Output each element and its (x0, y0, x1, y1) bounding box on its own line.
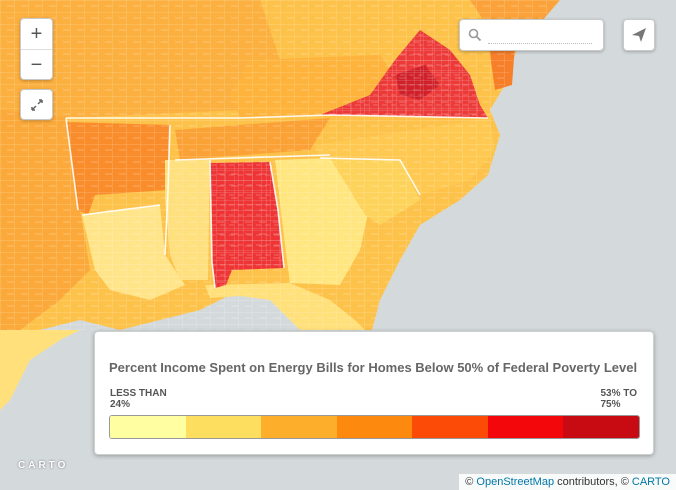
fullscreen-icon (30, 98, 43, 111)
legend-swatch (412, 416, 488, 438)
legend-color-ramp (109, 415, 640, 439)
legend-high-label: 53% TO 75% (601, 388, 638, 410)
search-input[interactable] (488, 26, 592, 44)
county-texture-fine (210, 30, 488, 288)
share-icon (632, 28, 646, 42)
legend-low-line2: 24% (110, 399, 131, 410)
legend-title: Percent Income Spent on Energy Bills for… (109, 360, 638, 375)
legend-high-line1: 53% TO (600, 388, 638, 399)
legend-low-line1: LESS THAN (110, 388, 167, 399)
legend-swatch (487, 416, 564, 438)
land-south (0, 330, 80, 410)
legend-swatch (110, 416, 186, 438)
share-button[interactable] (623, 19, 655, 51)
map-legend: Percent Income Spent on Energy Bills for… (94, 331, 654, 455)
zoom-out-button[interactable]: − (21, 49, 52, 80)
legend-high-line2: 75% (600, 399, 621, 410)
zoom-in-button[interactable]: + (30, 23, 43, 45)
osm-link[interactable]: OpenStreetMap (476, 476, 555, 488)
search-box[interactable] (459, 19, 604, 51)
legend-swatch (261, 416, 337, 438)
legend-swatch (185, 416, 262, 438)
legend-swatch (563, 416, 639, 438)
fullscreen-button[interactable] (20, 89, 53, 120)
carto-link[interactable]: CARTO (631, 476, 670, 488)
legend-low-label: LESS THAN 24% (110, 388, 167, 410)
state-borders (65, 114, 489, 289)
zoom-control: + − (20, 18, 53, 80)
attribution-prefix: © (465, 476, 474, 488)
legend-swatch (336, 416, 413, 438)
attribution: © OpenStreetMap contributors, © CARTO (459, 474, 676, 490)
search-icon (468, 28, 482, 42)
attribution-middle: contributors, © (554, 476, 629, 488)
carto-logo: CARTO (18, 460, 69, 471)
